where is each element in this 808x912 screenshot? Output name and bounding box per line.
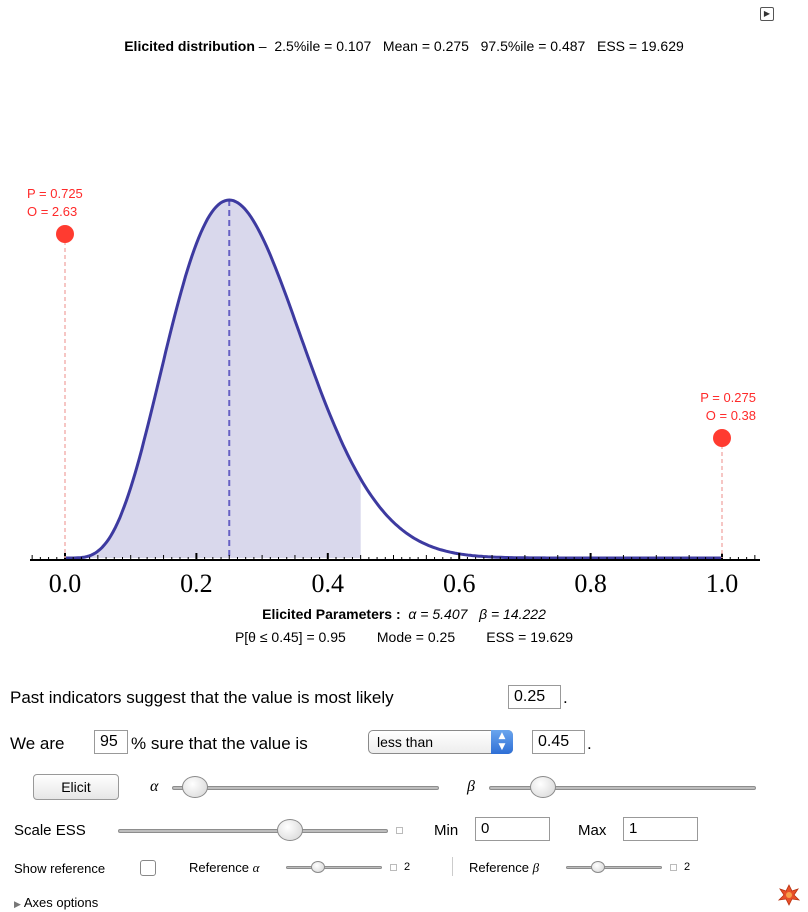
markers[interactable]: P = 0.725 O = 2.63 P = 0.275 O = 0.38 bbox=[27, 186, 756, 558]
marker-o-label: O = 0.38 bbox=[706, 408, 756, 423]
density-curve bbox=[65, 198, 722, 560]
max-label: Max bbox=[578, 822, 607, 839]
divider bbox=[452, 857, 453, 876]
marker-handle[interactable] bbox=[56, 225, 74, 243]
ref-alpha-symbol: α bbox=[252, 860, 260, 875]
max-input[interactable]: 1 bbox=[623, 817, 698, 841]
x-tick-label: 0.6 bbox=[443, 569, 476, 598]
distribution-summary: Elicited distribution – 2.5%ile = 0.107 … bbox=[0, 38, 808, 54]
min-input[interactable]: 0 bbox=[475, 817, 550, 841]
x-tick-label: 0.4 bbox=[312, 569, 345, 598]
bound-input[interactable]: 0.45 bbox=[532, 730, 585, 754]
most-likely-text: Past indicators suggest that the value i… bbox=[10, 688, 394, 707]
sure-text: % sure that the value is bbox=[131, 734, 308, 753]
comparison-select[interactable]: less than ▲ ▼ bbox=[368, 730, 513, 754]
x-tick-label: 1.0 bbox=[706, 569, 739, 598]
x-axis: 0.0 0.2 0.4 0.6 0.8 1.0 bbox=[30, 553, 760, 598]
x-tick-label: 0.0 bbox=[49, 569, 82, 598]
ref-beta-plus-icon[interactable] bbox=[670, 864, 677, 871]
alpha-slider-track[interactable] bbox=[172, 786, 439, 790]
ref-beta-value: 2 bbox=[684, 861, 691, 873]
select-arrows-icon: ▲ ▼ bbox=[491, 730, 513, 754]
marker-handle[interactable] bbox=[713, 429, 731, 447]
show-reference-label: Show reference bbox=[14, 861, 106, 876]
marker-p-label: P = 0.275 bbox=[700, 390, 756, 405]
elicited-probabilities: P[θ ≤ 0.45] = 0.95 Mode = 0.25 ESS = 19.… bbox=[234, 629, 574, 645]
alpha-slider-thumb[interactable] bbox=[181, 776, 208, 798]
ref-beta-text: Reference bbox=[469, 860, 529, 875]
params-beta: β = 14.222 bbox=[479, 606, 546, 622]
comparison-value: less than bbox=[377, 734, 434, 750]
period-1: . bbox=[563, 688, 568, 707]
beta-symbol: β bbox=[467, 778, 475, 795]
elicited-parameters: Elicited Parameters : α = 5.407 β = 14.2… bbox=[0, 606, 808, 622]
summary-dash: – bbox=[254, 38, 275, 54]
ref-alpha-slider-track[interactable] bbox=[286, 866, 382, 869]
ref-alpha-value: 2 bbox=[404, 861, 411, 873]
beta-slider-thumb[interactable] bbox=[529, 776, 556, 798]
summary-label: Elicited distribution bbox=[124, 38, 255, 54]
ref-alpha-text: Reference bbox=[189, 860, 249, 875]
ref-beta-label: Reference β bbox=[469, 860, 539, 876]
ref-alpha-label: Reference α bbox=[189, 860, 259, 876]
ref-alpha-plus-icon[interactable] bbox=[390, 864, 397, 871]
x-tick-label: 0.8 bbox=[574, 569, 607, 598]
ref-alpha-slider-thumb[interactable] bbox=[310, 861, 325, 873]
alpha-symbol: α bbox=[150, 778, 159, 795]
marker-p-label: P = 0.725 bbox=[27, 186, 83, 201]
play-icon[interactable]: ▶ bbox=[760, 7, 774, 21]
x-tick-label: 0.2 bbox=[180, 569, 213, 598]
mathematica-spikey-icon bbox=[778, 884, 800, 906]
ref-beta-slider-track[interactable] bbox=[566, 866, 662, 869]
ref-beta-symbol: β bbox=[532, 860, 540, 875]
we-are-text: We are bbox=[10, 734, 65, 753]
period-2: . bbox=[587, 734, 592, 753]
expand-plus-icon[interactable] bbox=[396, 827, 403, 834]
beta-slider-track[interactable] bbox=[489, 786, 756, 790]
show-reference-checkbox[interactable] bbox=[140, 860, 156, 876]
axes-options-toggle[interactable]: ▶ Axes options bbox=[14, 895, 98, 910]
elicit-button[interactable]: Elicit bbox=[33, 774, 119, 800]
scale-ess-slider-track[interactable] bbox=[118, 829, 388, 833]
params-label: Elicited Parameters : bbox=[262, 606, 401, 622]
most-likely-input[interactable]: 0.25 bbox=[508, 685, 561, 709]
certainty-input[interactable]: 95 bbox=[94, 730, 128, 754]
marker-o-label: O = 2.63 bbox=[27, 204, 77, 219]
min-label: Min bbox=[434, 822, 459, 839]
shaded-area bbox=[65, 200, 361, 558]
scale-ess-label: Scale ESS bbox=[14, 822, 86, 839]
scale-ess-slider-thumb[interactable] bbox=[276, 819, 303, 841]
ref-beta-slider-thumb[interactable] bbox=[590, 861, 605, 873]
summary-stats: 2.5%ile = 0.107 Mean = 0.275 97.5%ile = … bbox=[274, 38, 684, 54]
params-alpha: α = 5.407 bbox=[408, 606, 468, 622]
disclosure-triangle-icon: ▶ bbox=[14, 900, 21, 910]
axes-options-label: Axes options bbox=[23, 895, 99, 910]
